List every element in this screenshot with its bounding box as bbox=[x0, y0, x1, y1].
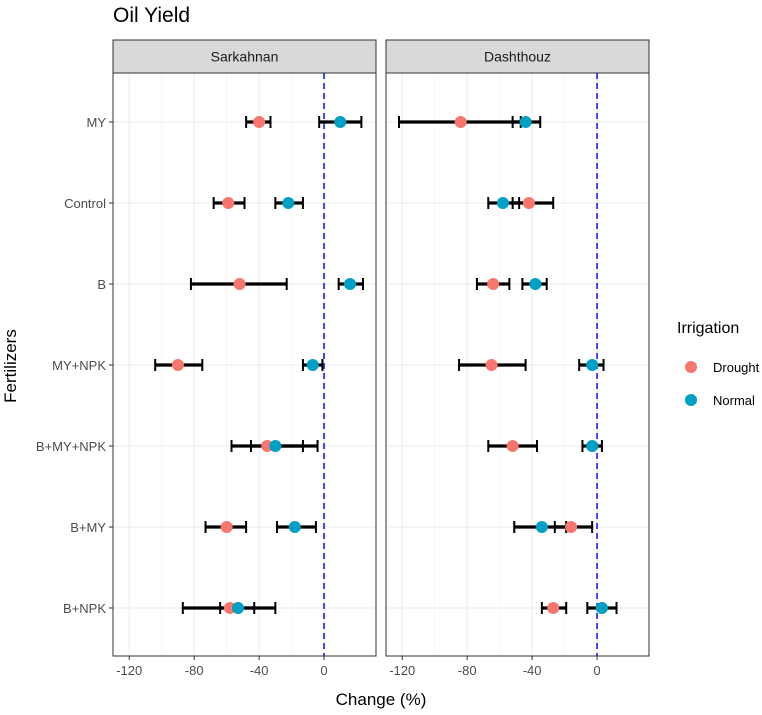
x-tick-label: -80 bbox=[458, 663, 477, 678]
point-normal bbox=[334, 116, 347, 128]
chart-title: Oil Yield bbox=[113, 4, 190, 27]
x-tick-label: -120 bbox=[116, 663, 142, 678]
x-tick-label: 0 bbox=[593, 663, 600, 678]
point-drought bbox=[565, 521, 578, 533]
y-tick-label: B bbox=[97, 277, 106, 292]
point-drought bbox=[253, 116, 266, 128]
y-tick-label: MY bbox=[87, 115, 107, 130]
legend-key-normal bbox=[685, 394, 697, 406]
x-tick-label: 0 bbox=[320, 663, 327, 678]
y-tick-label: B+NPK bbox=[63, 601, 106, 616]
x-tick-label: -120 bbox=[389, 663, 415, 678]
legend-key-drought bbox=[685, 361, 697, 373]
point-drought bbox=[454, 116, 467, 128]
point-normal bbox=[496, 197, 509, 209]
y-tick-label: B+MY bbox=[70, 520, 106, 535]
panel-sarkahnan: Sarkahnan bbox=[112, 39, 377, 657]
point-normal bbox=[282, 197, 295, 209]
point-drought bbox=[222, 197, 235, 209]
point-normal bbox=[529, 278, 542, 290]
point-drought bbox=[487, 278, 500, 290]
legend-label: Normal bbox=[713, 393, 755, 408]
panels: Sarkahnan Dashthouz bbox=[112, 39, 650, 657]
point-normal bbox=[232, 602, 245, 614]
legend: Drought Normal bbox=[685, 360, 760, 408]
facet-strip bbox=[112, 39, 377, 74]
x-tick-label: -40 bbox=[523, 663, 542, 678]
point-drought bbox=[506, 440, 519, 452]
legend-title: Irrigation bbox=[677, 320, 739, 337]
y-tick-label: B+MY+NPK bbox=[36, 439, 106, 454]
x-tick-label: -40 bbox=[250, 663, 269, 678]
y-axis-title: Fertilizers bbox=[1, 329, 20, 403]
point-drought bbox=[522, 197, 535, 209]
point-normal bbox=[344, 278, 357, 290]
point-drought bbox=[220, 521, 233, 533]
point-normal bbox=[288, 521, 301, 533]
facet-label: Sarkahnan bbox=[211, 49, 279, 65]
y-axis-ticks: MY Control B MY+NPK B+MY+NPK B+MY B+NPK bbox=[36, 115, 113, 616]
point-normal bbox=[586, 359, 599, 371]
point-normal bbox=[519, 116, 532, 128]
point-normal bbox=[306, 359, 319, 371]
y-tick-label: Control bbox=[64, 196, 106, 211]
point-normal bbox=[535, 521, 548, 533]
legend-label: Drought bbox=[713, 360, 760, 375]
point-drought bbox=[485, 359, 498, 371]
point-drought bbox=[547, 602, 560, 614]
x-axis-ticks: -120 -80 -40 0 -120 -80 -40 0 bbox=[116, 656, 601, 678]
point-normal bbox=[269, 440, 282, 452]
point-drought bbox=[233, 278, 246, 290]
point-normal bbox=[595, 602, 608, 614]
x-axis-title: Change (%) bbox=[336, 690, 427, 709]
point-drought bbox=[171, 359, 184, 371]
facet-strip bbox=[385, 39, 650, 74]
panel-border bbox=[385, 72, 650, 657]
y-tick-label: MY+NPK bbox=[52, 358, 106, 373]
point-normal bbox=[586, 440, 599, 452]
facet-label: Dashthouz bbox=[484, 49, 551, 65]
panel-dashthouz: Dashthouz bbox=[385, 39, 650, 657]
x-tick-label: -80 bbox=[185, 663, 204, 678]
